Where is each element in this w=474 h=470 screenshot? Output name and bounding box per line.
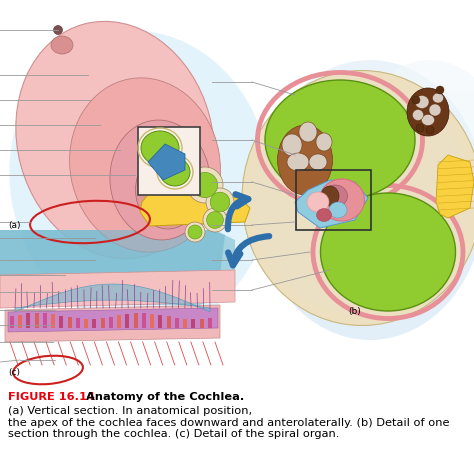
Ellipse shape	[252, 80, 472, 315]
Ellipse shape	[16, 21, 214, 258]
Ellipse shape	[355, 60, 474, 240]
FancyArrowPatch shape	[228, 236, 269, 265]
Ellipse shape	[426, 126, 434, 134]
Polygon shape	[15, 284, 210, 312]
Polygon shape	[134, 313, 138, 328]
Ellipse shape	[299, 122, 317, 142]
Polygon shape	[101, 318, 105, 328]
Ellipse shape	[421, 115, 435, 125]
Polygon shape	[150, 313, 154, 328]
Ellipse shape	[206, 188, 234, 216]
FancyArrowPatch shape	[228, 194, 248, 229]
Bar	[296, 170, 371, 230]
Ellipse shape	[317, 209, 331, 221]
Polygon shape	[60, 315, 64, 328]
Ellipse shape	[432, 93, 444, 103]
Text: (a) Vertical section. In anatomical position,
the apex of the cochlea faces down: (a) Vertical section. In anatomical posi…	[8, 406, 449, 439]
Polygon shape	[10, 316, 14, 328]
Ellipse shape	[9, 31, 271, 329]
Polygon shape	[295, 180, 368, 228]
Ellipse shape	[160, 158, 190, 186]
Polygon shape	[167, 316, 171, 328]
Text: Anatomy of the Cochlea.: Anatomy of the Cochlea.	[86, 392, 244, 402]
Ellipse shape	[277, 125, 332, 195]
Ellipse shape	[136, 151, 201, 229]
Ellipse shape	[210, 192, 230, 212]
Polygon shape	[191, 319, 195, 328]
Ellipse shape	[70, 78, 220, 252]
Ellipse shape	[412, 96, 420, 104]
Ellipse shape	[242, 70, 474, 326]
Polygon shape	[0, 230, 235, 305]
Polygon shape	[158, 315, 163, 328]
Ellipse shape	[436, 86, 444, 94]
Ellipse shape	[322, 185, 347, 207]
Ellipse shape	[321, 186, 339, 206]
Polygon shape	[126, 314, 129, 328]
Polygon shape	[92, 319, 97, 328]
Polygon shape	[0, 230, 225, 288]
Ellipse shape	[188, 225, 202, 239]
Ellipse shape	[203, 208, 227, 232]
Polygon shape	[76, 318, 80, 328]
Polygon shape	[175, 318, 179, 328]
Ellipse shape	[255, 60, 474, 340]
Ellipse shape	[54, 25, 63, 34]
Ellipse shape	[415, 95, 429, 109]
Polygon shape	[43, 313, 47, 328]
Polygon shape	[18, 314, 22, 328]
Ellipse shape	[407, 88, 449, 136]
Ellipse shape	[185, 222, 205, 242]
Polygon shape	[51, 314, 55, 328]
Ellipse shape	[265, 80, 415, 200]
Polygon shape	[290, 0, 474, 90]
Ellipse shape	[282, 134, 302, 156]
Ellipse shape	[307, 192, 329, 212]
Text: (c): (c)	[8, 368, 20, 377]
Ellipse shape	[316, 133, 332, 151]
Polygon shape	[8, 308, 218, 332]
Text: (a): (a)	[8, 221, 20, 230]
Ellipse shape	[153, 178, 191, 222]
Ellipse shape	[320, 193, 456, 311]
Ellipse shape	[192, 172, 218, 197]
Ellipse shape	[319, 179, 365, 221]
Polygon shape	[68, 317, 72, 328]
Polygon shape	[109, 317, 113, 328]
Polygon shape	[208, 318, 212, 328]
Text: (b): (b)	[348, 307, 361, 316]
Polygon shape	[140, 192, 250, 226]
Polygon shape	[0, 270, 235, 308]
Ellipse shape	[412, 110, 423, 120]
Ellipse shape	[141, 131, 179, 165]
Text: FIGURE 16.14: FIGURE 16.14	[8, 392, 95, 402]
Ellipse shape	[329, 202, 347, 218]
Ellipse shape	[429, 104, 441, 116]
Ellipse shape	[207, 212, 223, 228]
Polygon shape	[27, 313, 30, 328]
Polygon shape	[117, 315, 121, 328]
Ellipse shape	[110, 120, 210, 240]
Ellipse shape	[51, 36, 73, 54]
Ellipse shape	[287, 153, 309, 171]
Ellipse shape	[187, 167, 223, 203]
Ellipse shape	[416, 124, 424, 132]
Polygon shape	[183, 319, 187, 328]
Ellipse shape	[309, 154, 327, 170]
Polygon shape	[142, 313, 146, 328]
Polygon shape	[5, 305, 220, 342]
Polygon shape	[148, 144, 185, 180]
Polygon shape	[35, 313, 39, 328]
Polygon shape	[84, 319, 88, 328]
Polygon shape	[436, 155, 474, 218]
Bar	[138, 127, 200, 195]
Polygon shape	[200, 319, 204, 328]
